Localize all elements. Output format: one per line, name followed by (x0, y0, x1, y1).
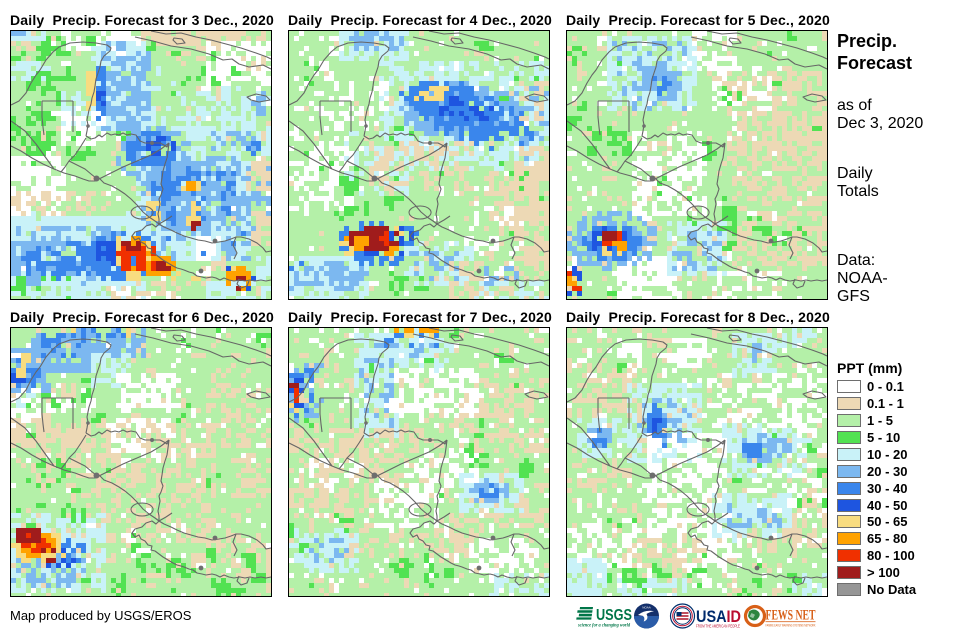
svg-text:FAMINE EARLY WARNING SYSTEMS N: FAMINE EARLY WARNING SYSTEMS NETWORK (766, 624, 816, 628)
svg-text:NOAA: NOAA (642, 606, 651, 610)
svg-text:science for a changing world: science for a changing world (577, 623, 630, 629)
svg-text:FROM THE AMERICAN PEOPLE: FROM THE AMERICAN PEOPLE (696, 624, 740, 629)
svg-text:FEWS NET: FEWS NET (766, 608, 816, 624)
svg-text:USAID: USAID (696, 608, 741, 626)
svg-text:USGS: USGS (596, 607, 632, 624)
